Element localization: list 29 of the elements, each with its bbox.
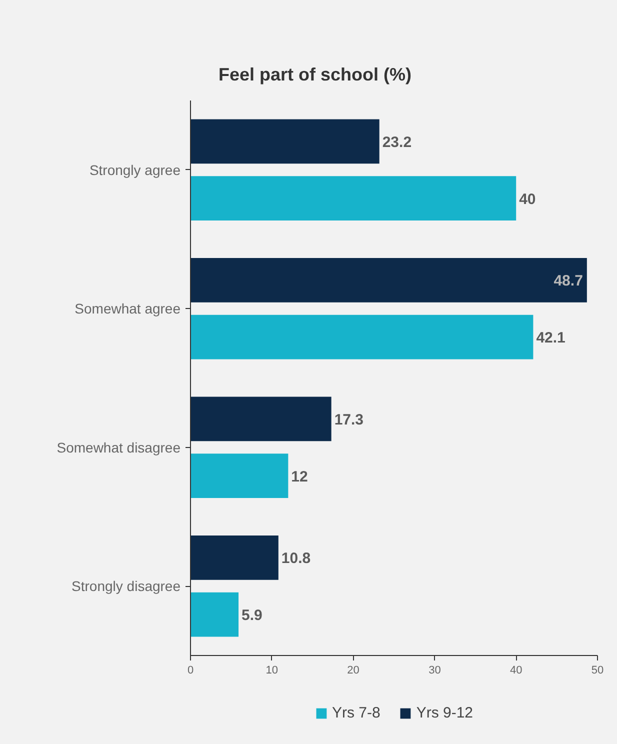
data-label: 5.9 [242,607,262,624]
y-tick-label: Somewhat agree [74,300,181,317]
y-tick-label: Strongly disagree [72,578,181,594]
x-tick-label: 40 [510,664,522,676]
bar [190,454,288,498]
x-tick-label: 30 [428,664,441,676]
data-label: 40 [519,190,536,208]
x-tick-label: 10 [266,664,278,676]
bar [190,119,380,164]
bar [190,535,278,580]
chart-title: Feel part of school (%) [218,64,412,84]
data-label: 12 [291,468,308,486]
x-tick-label: 50 [591,664,604,676]
y-tick-label: Somewhat disagree [56,439,181,456]
bar [190,396,332,442]
bar [190,176,516,221]
bar [190,258,587,302]
legend-label: Yrs 9-12 [416,704,474,721]
y-tick-label: Strongly agree [89,162,181,178]
data-label: 42.1 [536,330,566,347]
bar [190,592,239,637]
data-label: 10.8 [281,550,311,568]
data-label: 48.7 [554,272,583,290]
bar [190,314,534,360]
data-label: 17.3 [334,411,364,428]
x-tick-label: 20 [347,664,360,676]
data-label: 23.2 [382,134,412,151]
legend-label: Yrs 7-8 [332,704,380,721]
x-tick-label: 0 [187,664,194,676]
